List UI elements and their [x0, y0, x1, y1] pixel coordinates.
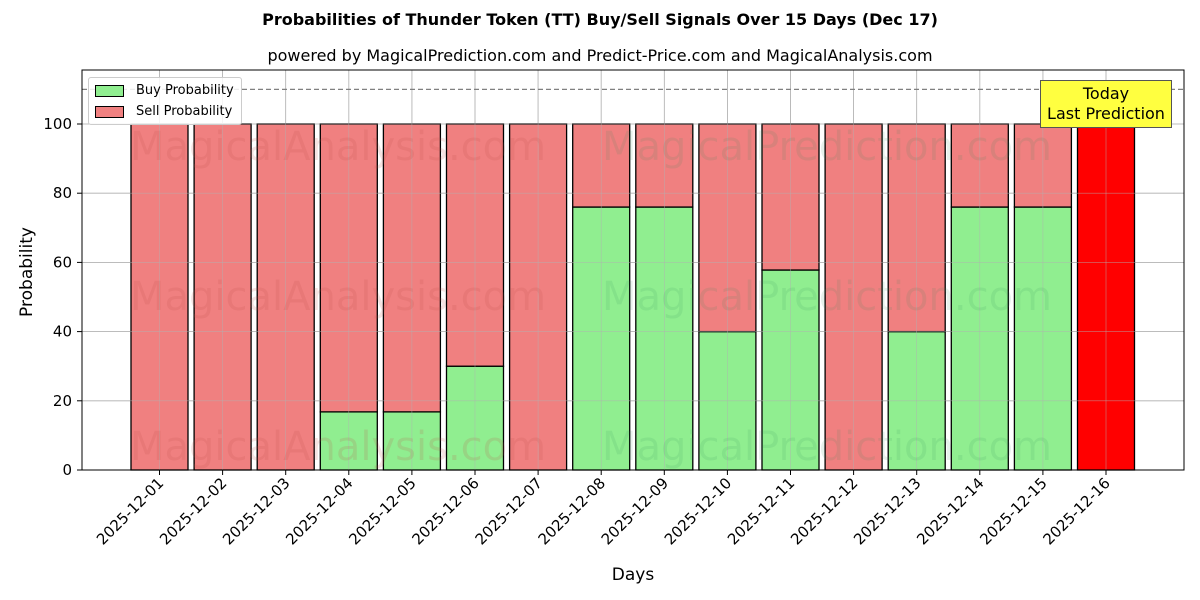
x-tick-label: 2025-12-05 — [345, 474, 419, 548]
svg-text:20: 20 — [53, 392, 72, 410]
svg-text:MagicalAnalysis.com: MagicalAnalysis.com — [130, 124, 546, 170]
sell-swatch — [95, 105, 124, 118]
x-tick-label: 2025-12-16 — [1039, 474, 1113, 548]
y-axis-label: Probability — [17, 227, 37, 317]
chart-subtitle: powered by MagicalPrediction.com and Pre… — [267, 46, 933, 65]
svg-text:MagicalAnalysis.com: MagicalAnalysis.com — [130, 274, 546, 320]
svg-text:MagicalPrediction.com: MagicalPrediction.com — [602, 424, 1052, 470]
x-tick-label: 2025-12-02 — [156, 474, 230, 548]
svg-text:MagicalPrediction.com: MagicalPrediction.com — [602, 274, 1052, 320]
today-line2: Last Prediction — [1047, 104, 1165, 123]
legend-buy-label: Buy Probability — [136, 83, 234, 98]
svg-text:40: 40 — [53, 323, 72, 341]
svg-text:100: 100 — [43, 115, 72, 133]
legend-item-buy: Buy Probability — [95, 83, 234, 98]
today-annotation: Today Last Prediction — [1040, 80, 1172, 128]
x-tick-label: 2025-12-04 — [282, 474, 356, 548]
legend-item-sell: Sell Probability — [95, 104, 232, 119]
x-tick-label: 2025-12-03 — [219, 474, 293, 548]
x-tick-label: 2025-12-01 — [93, 474, 167, 548]
x-tick-label: 2025-12-13 — [850, 474, 924, 548]
x-tick-label: 2025-12-07 — [472, 474, 546, 548]
legend-sell-label: Sell Probability — [136, 104, 233, 119]
x-axis-label: Days — [612, 565, 655, 585]
x-tick-label: 2025-12-12 — [787, 474, 861, 548]
svg-text:80: 80 — [53, 184, 72, 202]
x-tick-label: 2025-12-08 — [535, 474, 609, 548]
x-tick-label: 2025-12-14 — [913, 474, 987, 548]
svg-text:MagicalPrediction.com: MagicalPrediction.com — [602, 124, 1052, 170]
x-tick-label: 2025-12-06 — [408, 474, 482, 548]
watermarks: MagicalAnalysis.com MagicalPrediction.com… — [130, 124, 1052, 470]
svg-text:60: 60 — [53, 253, 72, 271]
chart-title: Probabilities of Thunder Token (TT) Buy/… — [262, 10, 938, 29]
buy-swatch — [95, 84, 124, 97]
y-axis-ticks: 0 20 40 60 80 100 — [43, 115, 82, 479]
x-tick-label: 2025-12-15 — [976, 474, 1050, 548]
svg-text:MagicalAnalysis.com: MagicalAnalysis.com — [130, 424, 546, 470]
legend: Buy Probability Sell Probability — [88, 77, 242, 125]
x-axis-ticks: 2025-12-012025-12-022025-12-032025-12-04… — [93, 470, 1114, 548]
x-tick-label: 2025-12-10 — [661, 474, 735, 548]
plot-frame — [81, 69, 1185, 471]
svg-text:0: 0 — [62, 461, 72, 479]
x-tick-label: 2025-12-09 — [598, 474, 672, 548]
x-tick-label: 2025-12-11 — [724, 474, 798, 548]
today-line1: Today — [1082, 84, 1130, 103]
